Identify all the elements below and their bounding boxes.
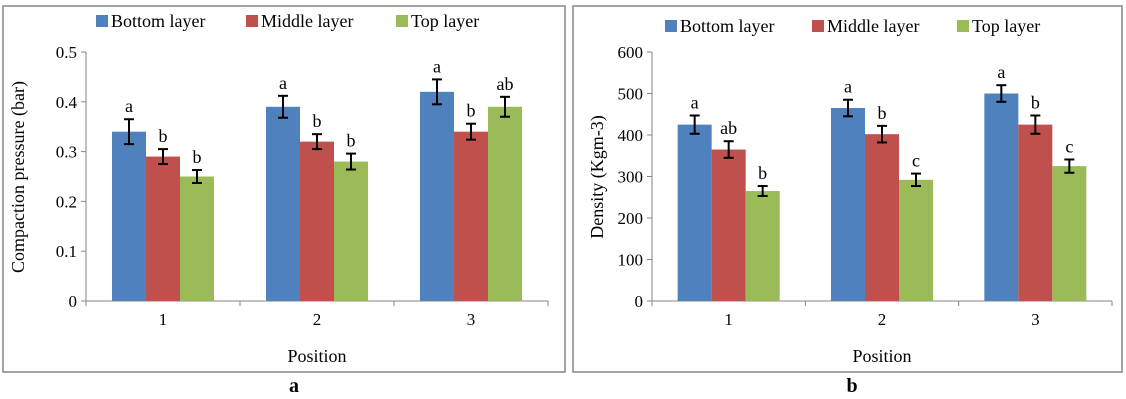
chart-b-x-tick-label: 3 bbox=[1031, 310, 1040, 329]
chart-a-legend-label-middle: Middle layer bbox=[261, 11, 353, 31]
chart-b-significance-letter: b bbox=[878, 103, 887, 123]
chart-a-bar-middle-3 bbox=[454, 131, 488, 301]
chart-b-legend-label-top: Top layer bbox=[972, 16, 1040, 36]
chart-a-significance-letter: b bbox=[159, 126, 168, 146]
chart-b-legend-label-middle: Middle layer bbox=[827, 16, 919, 36]
chart-b-bar-bottom-3 bbox=[984, 93, 1019, 301]
chart-a-y-tick-label: 0 bbox=[69, 292, 78, 311]
chart-a-y-tick-label: 0.3 bbox=[56, 143, 77, 162]
chart-a-legend-label-top: Top layer bbox=[411, 11, 479, 31]
chart-b-significance-letter: a bbox=[691, 92, 699, 112]
chart-a-significance-letter: b bbox=[467, 101, 476, 121]
chart-a-legend-swatch-top bbox=[396, 15, 408, 27]
chart-b-bar-bottom-1 bbox=[677, 124, 712, 301]
chart-a-significance-letter: ab bbox=[497, 74, 514, 94]
chart-a-y-axis-label: Compaction pressure (bar) bbox=[8, 81, 29, 273]
chart-b-legend-swatch-middle bbox=[812, 20, 824, 32]
chart-a-y-tick-label: 0.1 bbox=[56, 242, 77, 261]
chart-a-significance-letter: a bbox=[433, 56, 441, 76]
panel-label-b: b bbox=[846, 375, 857, 397]
chart-a-bar-bottom-2 bbox=[266, 106, 300, 301]
chart-a-x-tick-label: 3 bbox=[467, 310, 476, 329]
chart-a-bar-top-1 bbox=[180, 176, 214, 301]
chart-b-significance-letter: ab bbox=[720, 118, 737, 138]
chart-b-significance-letter: c bbox=[1065, 136, 1073, 156]
chart-a-bar-bottom-1 bbox=[112, 131, 146, 301]
chart-a-bar-middle-1 bbox=[146, 156, 180, 301]
chart-b-significance-letter: a bbox=[844, 77, 852, 97]
chart-a-significance-letter: a bbox=[125, 96, 133, 116]
chart-b-bar-middle-3 bbox=[1018, 124, 1053, 301]
chart-a-bar-middle-2 bbox=[300, 141, 334, 301]
chart-b-x-tick-label: 2 bbox=[878, 310, 887, 329]
chart-b-legend-swatch-bottom bbox=[665, 20, 677, 32]
chart-a-bar-top-3 bbox=[488, 106, 522, 301]
chart-b-x-tick-label: 1 bbox=[724, 310, 733, 329]
chart-b-y-axis-label: Density (Kgm-3) bbox=[587, 115, 608, 238]
chart-b-y-tick-label: 300 bbox=[618, 168, 644, 187]
chart-b-y-tick-label: 600 bbox=[618, 43, 644, 62]
chart-a-significance-letter: a bbox=[279, 73, 287, 93]
chart-a-y-tick-label: 0.2 bbox=[56, 192, 77, 211]
chart-b: 0 100 200 300 400 500 600 1 2 3 a a a ab b b b c c Bottom l… bbox=[587, 16, 1113, 366]
chart-a-significance-letter: b bbox=[193, 147, 202, 167]
chart-b-bar-top-1 bbox=[745, 191, 780, 301]
chart-b-legend-swatch-top bbox=[957, 20, 969, 32]
chart-a-legend-swatch-bottom bbox=[96, 15, 108, 27]
chart-a-x-axis-label: Position bbox=[287, 346, 346, 366]
chart-a-significance-letter: b bbox=[313, 111, 322, 131]
chart-b-bar-middle-1 bbox=[711, 149, 746, 301]
chart-b-bar-top-2 bbox=[899, 179, 933, 301]
panel-label-a: a bbox=[289, 375, 299, 397]
chart-a-significance-letter: b bbox=[347, 131, 356, 151]
chart-a-legend-label-bottom: Bottom layer bbox=[111, 11, 205, 31]
chart-b-y-tick-label: 400 bbox=[618, 126, 644, 145]
chart-b-significance-letter: c bbox=[912, 151, 920, 171]
chart-a-bar-bottom-3 bbox=[420, 91, 454, 301]
chart-b-bar-middle-2 bbox=[865, 134, 899, 301]
chart-b-y-tick-label: 200 bbox=[618, 209, 644, 228]
chart-b-bar-top-3 bbox=[1052, 166, 1087, 301]
chart-b-significance-letter: b bbox=[1031, 92, 1040, 112]
chart-b-bar-bottom-2 bbox=[831, 108, 865, 302]
chart-a-legend-swatch-middle bbox=[246, 15, 258, 27]
chart-a-y-tick-label: 0.4 bbox=[56, 93, 78, 112]
chart-b-y-tick-label: 0 bbox=[635, 292, 644, 311]
chart-a-y-tick-label: 0.5 bbox=[56, 43, 77, 62]
chart-a-x-tick-label: 2 bbox=[313, 310, 322, 329]
chart-b-legend-label-bottom: Bottom layer bbox=[680, 16, 774, 36]
chart-b-y-tick-label: 500 bbox=[618, 85, 644, 104]
chart-b-significance-letter: b bbox=[758, 163, 767, 183]
chart-b-significance-letter: a bbox=[997, 62, 1005, 82]
chart-a-x-tick-label: 1 bbox=[159, 310, 168, 329]
chart-b-y-tick-label: 100 bbox=[618, 251, 644, 270]
chart-b-x-axis-label: Position bbox=[852, 346, 911, 366]
chart-a-bar-top-2 bbox=[334, 161, 368, 301]
